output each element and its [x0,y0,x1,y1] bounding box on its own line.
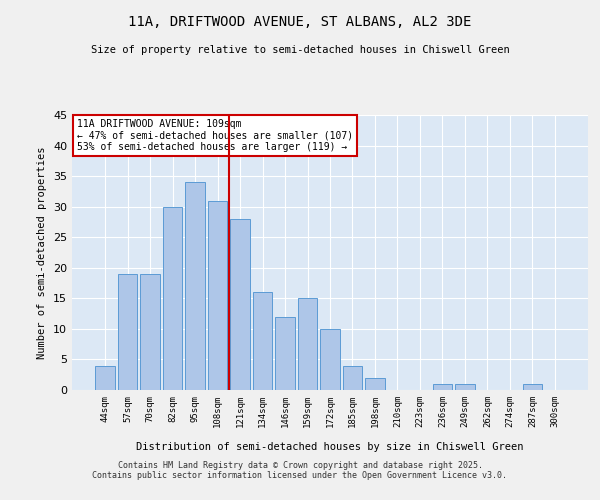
Bar [433,384,452,390]
Bar [118,274,137,390]
Bar [140,274,160,390]
Bar [523,384,542,390]
Bar [455,384,475,390]
Text: 11A, DRIFTWOOD AVENUE, ST ALBANS, AL2 3DE: 11A, DRIFTWOOD AVENUE, ST ALBANS, AL2 3D… [128,15,472,29]
Bar [253,292,272,390]
Bar [163,206,182,390]
Bar [298,298,317,390]
Text: Size of property relative to semi-detached houses in Chiswell Green: Size of property relative to semi-detach… [91,45,509,55]
Bar [230,219,250,390]
Text: Contains HM Land Registry data © Crown copyright and database right 2025.
Contai: Contains HM Land Registry data © Crown c… [92,460,508,480]
Y-axis label: Number of semi-detached properties: Number of semi-detached properties [37,146,47,359]
Bar [343,366,362,390]
Text: Distribution of semi-detached houses by size in Chiswell Green: Distribution of semi-detached houses by … [136,442,524,452]
Text: 11A DRIFTWOOD AVENUE: 109sqm
← 47% of semi-detached houses are smaller (107)
53%: 11A DRIFTWOOD AVENUE: 109sqm ← 47% of se… [77,119,353,152]
Bar [365,378,385,390]
Bar [185,182,205,390]
Bar [208,200,227,390]
Bar [275,316,295,390]
Bar [320,329,340,390]
Bar [95,366,115,390]
